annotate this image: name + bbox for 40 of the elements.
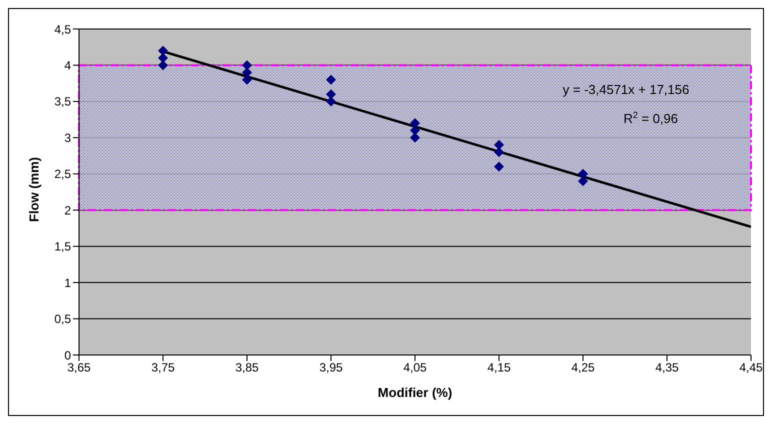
x-tick-label: 4,05 [403, 360, 427, 375]
x-tick-label: 4,25 [571, 360, 595, 375]
y-axis-title: Flow (mm) [26, 157, 42, 222]
point [242, 67, 252, 78]
point [158, 46, 168, 56]
x-tick-label: 3,65 [67, 360, 91, 375]
x-tick-label: 3,95 [319, 360, 343, 375]
x-tick-label: 3,75 [151, 360, 175, 375]
y-tick-label: 1 [64, 276, 72, 290]
point [494, 162, 504, 172]
point [578, 168, 588, 179]
y-tick-label: 0 [64, 348, 72, 362]
point [326, 89, 336, 100]
point [326, 96, 336, 106]
point [494, 147, 504, 158]
y-tick-label: 2 [64, 203, 72, 218]
point [242, 74, 252, 85]
point [326, 74, 336, 85]
point [410, 125, 420, 136]
x-tick-label: 4,15 [487, 360, 511, 375]
point [410, 118, 420, 128]
point [578, 176, 588, 186]
y-tick-label: 2,5 [54, 167, 72, 182]
point [494, 140, 504, 150]
x-tick-label: 4,35 [655, 360, 679, 375]
y-tick-label: 1,5 [54, 240, 72, 254]
annotation: R$^{2}$ = 0,96 [623, 110, 678, 126]
x-tick-label: 3,85 [235, 360, 259, 375]
point [410, 132, 420, 143]
point [242, 60, 252, 70]
x-tick-label: 4,45 [739, 360, 763, 375]
y-tick-label: 4 [64, 58, 72, 72]
point [158, 52, 168, 63]
x-axis-title: Modifier (%) [378, 385, 452, 400]
y-tick-label: 3 [64, 130, 72, 145]
y-tick-label: 0,5 [54, 312, 72, 326]
y-tick-label: 4,5 [54, 22, 72, 36]
annotation: y = -3,4571x + 17,156 [562, 82, 690, 97]
y-tick-label: 3,5 [54, 94, 72, 109]
point [158, 60, 168, 70]
